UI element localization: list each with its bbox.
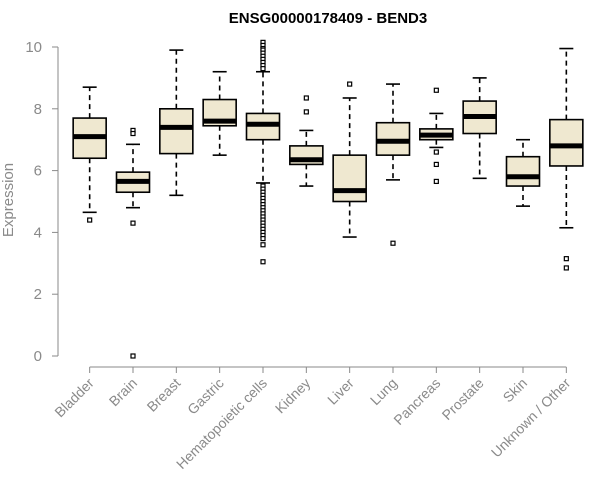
x-tick-label: Skin <box>500 375 531 406</box>
outlier-point <box>260 235 266 242</box>
outlier-point <box>130 220 136 226</box>
box-pancreas <box>419 87 454 185</box>
y-tick-label: 2 <box>34 286 42 303</box>
x-tick-label: Gastric <box>184 375 227 418</box>
box-lung <box>375 83 411 246</box>
box-iqr <box>159 108 194 155</box>
outlier-point <box>563 256 569 262</box>
box-iqr <box>549 118 584 167</box>
box-prostate <box>462 77 497 180</box>
outlier-point <box>433 161 439 168</box>
box-hematopoietic-cells <box>245 39 281 265</box>
outlier-point <box>130 130 136 137</box>
outlier-point <box>433 149 439 155</box>
outlier-point <box>260 242 266 248</box>
box-breast <box>159 49 194 197</box>
x-tick-label: Brain <box>106 375 140 409</box>
x-tick-label: Kidney <box>272 375 314 417</box>
y-tick-label: 0 <box>34 348 42 365</box>
outlier-point <box>347 81 353 87</box>
box-bladder <box>72 86 107 223</box>
outlier-point <box>390 240 396 246</box>
box-brain <box>115 127 151 359</box>
box-gastric <box>202 70 237 156</box>
outlier-point <box>87 217 93 223</box>
x-tick-label: Lung <box>367 375 400 408</box>
outlier-point <box>303 109 309 115</box>
box-iqr <box>332 154 367 203</box>
x-tick-label: Breast <box>144 375 184 415</box>
box-unknown-other <box>549 47 584 271</box>
x-tick-label: Liver <box>324 375 357 408</box>
x-tick-label: Pancreas <box>390 375 443 428</box>
y-axis-label: Expression <box>0 163 17 237</box>
outlier-point <box>303 95 309 101</box>
box-iqr <box>505 155 541 187</box>
box-skin <box>505 138 541 207</box>
chart-title: ENSG00000178409 - BEND3 <box>229 10 427 27</box>
outlier-point <box>130 353 136 359</box>
x-tick-label: Unknown / Other <box>488 375 574 461</box>
y-axis: 0 2 4 6 8 10 <box>25 39 59 365</box>
y-tick-label: 8 <box>34 101 42 118</box>
outlier-point <box>433 87 439 93</box>
box-liver <box>332 81 367 238</box>
outlier-point <box>260 66 266 72</box>
y-tick-label: 10 <box>25 39 42 56</box>
box-kidney <box>289 95 324 187</box>
outlier-point <box>563 265 569 271</box>
x-tick-label: Bladder <box>51 375 97 421</box>
x-tick-label: Prostate <box>439 375 487 423</box>
y-tick-label: 4 <box>34 224 42 241</box>
boxes-group <box>72 39 584 359</box>
outlier-point <box>260 259 266 265</box>
y-tick-label: 6 <box>34 163 42 180</box>
outlier-point <box>433 178 439 185</box>
